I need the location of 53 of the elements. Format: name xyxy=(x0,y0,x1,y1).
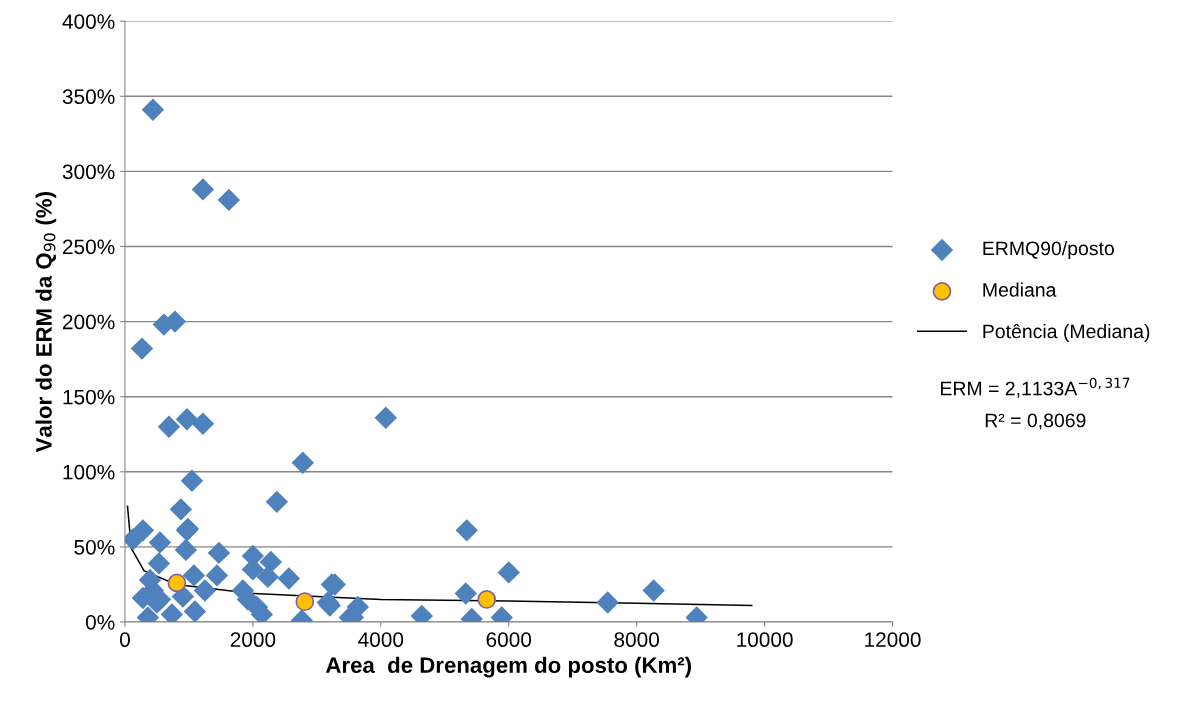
point xyxy=(182,564,206,587)
x-tick-label: 2000 xyxy=(230,632,276,648)
y-tick-label: 150% xyxy=(63,389,115,405)
point xyxy=(130,337,154,360)
point xyxy=(217,188,241,212)
point xyxy=(180,469,204,492)
point xyxy=(191,178,215,201)
point xyxy=(191,412,215,435)
point xyxy=(642,579,665,602)
point xyxy=(277,567,301,590)
x-tick-label: 4000 xyxy=(358,632,404,648)
y-axis-title: Valor do ERM da Q$_{90}$ (%) xyxy=(35,192,57,453)
point xyxy=(207,541,231,565)
x-tick-label: 12000 xyxy=(865,632,921,648)
point xyxy=(454,582,477,605)
point xyxy=(374,406,397,429)
point xyxy=(596,591,619,614)
point xyxy=(167,573,187,593)
x-tick-label: 10000 xyxy=(737,632,793,648)
point xyxy=(175,408,199,431)
x-tick-label: 8000 xyxy=(614,632,660,648)
legend-label: Potência (Mediana) xyxy=(983,323,1150,343)
y-tick-label: 0% xyxy=(85,614,115,630)
point xyxy=(147,552,171,575)
point xyxy=(193,579,217,602)
point xyxy=(265,490,289,514)
x-tick-label: 0 xyxy=(119,632,130,648)
y-tick-label: 350% xyxy=(62,89,115,105)
point xyxy=(477,590,497,609)
point xyxy=(497,561,520,584)
y-tick-label: 200% xyxy=(62,314,115,330)
y-tick-label: 400% xyxy=(62,14,115,29)
text: ERM = 2,1133A$^{−0,317}$ xyxy=(941,377,1130,398)
point xyxy=(157,415,181,438)
point xyxy=(148,531,172,554)
y-tick-label: 100% xyxy=(63,464,115,480)
point xyxy=(169,498,193,521)
y-tick-label: 50% xyxy=(74,539,115,555)
text: R² = 0,8069 xyxy=(985,413,1086,430)
point xyxy=(174,538,198,562)
point xyxy=(205,564,229,587)
point xyxy=(183,600,207,622)
legend-label: Mediana xyxy=(983,282,1057,297)
y-tick-label: 250% xyxy=(62,239,115,255)
point xyxy=(141,98,165,121)
point xyxy=(455,519,478,542)
point xyxy=(295,592,315,612)
x-tick-label: 6000 xyxy=(486,632,532,648)
legend-label: ERMQ90/posto xyxy=(983,240,1114,260)
point xyxy=(256,565,280,589)
y-tick-label: 300% xyxy=(62,164,115,180)
point xyxy=(291,451,315,474)
x-axis-title: Area de Drenagem do posto (Km²) xyxy=(325,656,691,678)
